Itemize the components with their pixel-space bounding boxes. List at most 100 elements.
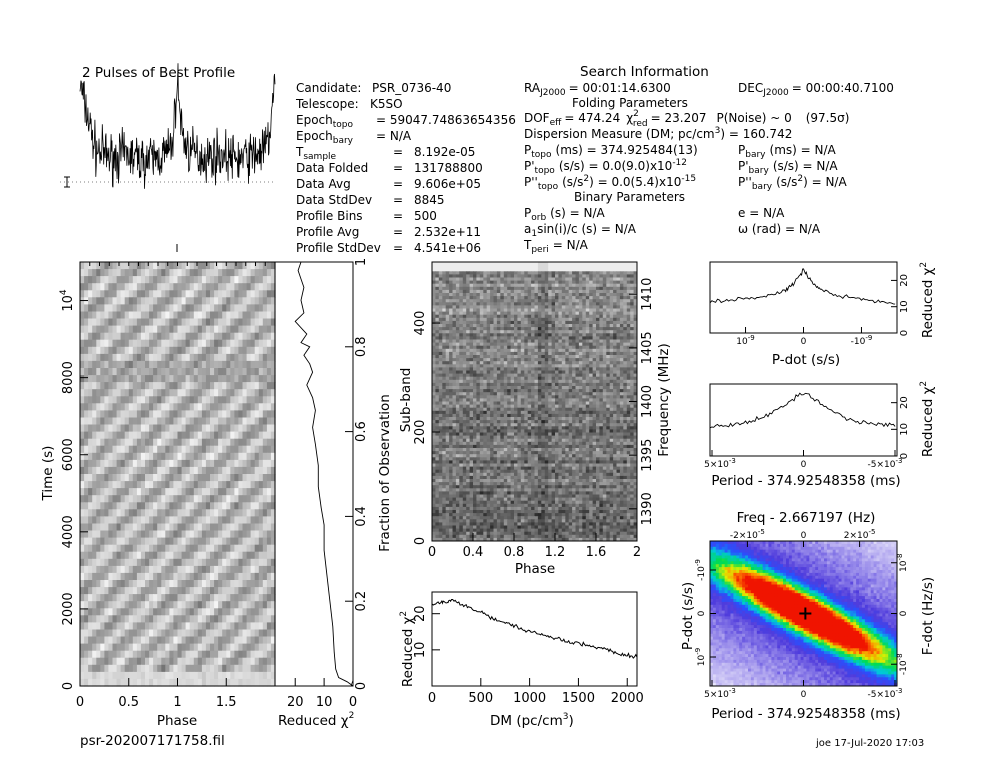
subband-cell	[476, 271, 481, 275]
pddtopo-value2: ) = 0.0(5.4)x10	[589, 175, 681, 189]
time-phase-cell	[210, 509, 215, 517]
subband-cell	[541, 314, 546, 319]
time-phase-cell	[201, 580, 207, 588]
subband-cell	[592, 302, 597, 306]
time-phase-cell	[88, 283, 93, 291]
time-phase-cell	[250, 403, 256, 411]
time-phase-cell	[88, 474, 93, 482]
time-phase-cell	[270, 396, 276, 404]
subband-cell	[517, 283, 522, 288]
time-phase-cell	[177, 608, 183, 616]
time-phase-cell	[226, 311, 231, 320]
time-phase-cell	[242, 650, 248, 659]
subband-cell	[466, 314, 471, 319]
subband-cell	[633, 311, 638, 316]
subband-cell	[510, 305, 515, 309]
time-phase-cell	[88, 488, 93, 496]
time-phase-cell	[116, 360, 122, 369]
time-phase-cell	[214, 594, 219, 602]
subband-cell	[469, 345, 474, 350]
subband-cell	[592, 339, 597, 344]
subband-cell	[520, 286, 525, 291]
time-phase-cell	[116, 502, 122, 510]
time-phase-cell	[173, 650, 179, 659]
time-phase-cell	[169, 565, 175, 574]
subband-cell	[520, 302, 525, 306]
time-phase-cell	[157, 290, 162, 298]
subband-cell	[476, 311, 481, 316]
time-phase-cell	[169, 474, 175, 482]
time-phase-cell	[165, 523, 170, 532]
subband-cell	[609, 355, 614, 359]
subband-cell	[473, 296, 477, 300]
subband-cell	[544, 311, 549, 316]
subband-cell	[555, 302, 559, 306]
time-phase-cell	[242, 615, 248, 623]
time-phase-cell	[214, 466, 219, 475]
subband-cell	[623, 358, 628, 362]
subband-cell	[578, 277, 583, 282]
subband-cell	[613, 320, 617, 325]
time-phase-cell	[88, 339, 93, 348]
time-phase-cell	[161, 459, 166, 468]
time-phase-cell	[100, 459, 105, 468]
subband-cell	[524, 348, 529, 353]
time-phase-cell	[254, 551, 260, 560]
subband-cell	[469, 327, 474, 331]
subband-cell	[517, 330, 522, 334]
subband-cell	[551, 286, 556, 291]
subband-cell	[514, 299, 518, 303]
time-phase-cell	[92, 629, 97, 638]
subband-cell	[452, 268, 457, 272]
time-phase-cell	[145, 403, 150, 411]
time-phase-cell	[230, 346, 235, 355]
time-phase-cell	[80, 276, 85, 284]
time-phase-cell	[226, 452, 231, 461]
time-phase-cell	[80, 459, 85, 468]
subband-cell	[500, 361, 505, 365]
time-phase-cell	[136, 283, 142, 291]
subband-cell	[503, 339, 508, 344]
time-phase-cell	[116, 466, 122, 475]
subband-cell	[435, 296, 440, 300]
subband-cell	[438, 274, 443, 278]
time-phase-cell	[84, 565, 89, 574]
subband-cell	[486, 336, 491, 340]
subband-cell	[531, 336, 535, 340]
time-phase-cell	[185, 325, 191, 334]
subband-cell	[496, 262, 501, 266]
subband-cell	[619, 339, 624, 344]
time-phase-cell	[132, 325, 138, 334]
subband-cell	[555, 280, 559, 285]
time-phase-cell	[210, 615, 215, 623]
subband-cell	[633, 342, 638, 347]
subband-cell	[466, 311, 471, 316]
subband-cell	[476, 283, 481, 288]
time-phase-cell	[254, 572, 260, 581]
subband-cell	[490, 317, 494, 322]
time-phase-cell	[88, 438, 93, 447]
subband-cell	[496, 348, 501, 353]
subband-cell	[493, 336, 498, 340]
time-phase-cell	[132, 403, 138, 411]
subband-cell	[438, 311, 443, 316]
subband-cell	[445, 289, 450, 294]
time-phase-cell	[189, 537, 195, 546]
time-phase-cell	[128, 389, 134, 397]
subband-cell	[548, 358, 553, 362]
time-phase-cell	[96, 276, 101, 284]
subband-cell	[537, 355, 542, 359]
subband-cell	[479, 305, 484, 309]
subband-cell	[496, 327, 501, 331]
subband-cell	[592, 351, 597, 356]
subband-cell	[479, 299, 484, 303]
time-phase-cell	[92, 375, 97, 383]
time-phase-cell	[96, 438, 101, 447]
subband-cell	[435, 317, 440, 322]
time-phase-cell	[136, 311, 142, 320]
time-phase-cell	[222, 396, 227, 404]
time-phase-cell	[153, 516, 158, 525]
time-phase-cell	[80, 382, 85, 390]
subband-cell	[438, 289, 443, 294]
time-phase-cell	[124, 657, 130, 666]
